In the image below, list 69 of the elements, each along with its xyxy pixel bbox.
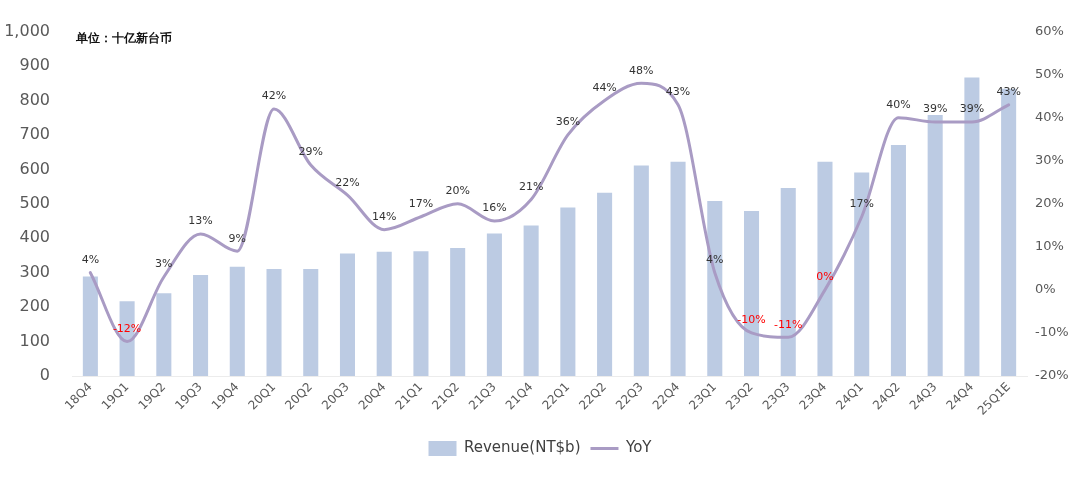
legend-label: Revenue(NT$b) [464,438,581,457]
data-label: -11% [774,317,803,331]
y-tick-label: 0 [39,365,50,385]
data-label: -12% [112,321,142,335]
data-label: 3% [155,257,173,271]
data-label: 17% [849,197,874,211]
data-label: 36% [555,115,581,129]
data-label: 48% [629,63,654,77]
y-tick-label: 700 [19,124,50,144]
y-tick-label: 100 [19,330,50,350]
bar [376,251,392,376]
data-label: 39% [959,102,985,116]
data-label: 9% [228,231,247,245]
data-label: 13% [188,214,213,228]
y-tick-label: 900 [19,55,50,75]
data-label: 29% [298,145,323,159]
bar [303,268,319,376]
data-label: 0% [816,270,834,284]
bar [890,144,906,376]
bar [707,201,723,376]
y2-tick-label: 40% [1035,109,1064,125]
bar [523,225,539,376]
bar [927,114,943,376]
y2-tick-label: -20% [1035,367,1069,383]
data-label: 43% [665,85,691,99]
data-label: 43% [996,85,1021,99]
data-label: 4% [81,253,100,267]
y2-tick-label: 0% [1035,281,1056,297]
y-tick-label: 300 [19,261,50,281]
bar [156,293,172,376]
bar [486,233,502,376]
y2-tick-label: 50% [1035,66,1064,82]
bar [817,161,833,376]
bar [413,251,429,376]
y2-tick-label: 30% [1035,152,1064,168]
annotation: 单位：十亿新台币 [75,30,172,45]
bar [193,275,209,376]
y-tick-label: 400 [19,227,50,247]
data-label: 17% [408,197,434,211]
bar [670,161,686,376]
data-label: 14% [371,209,397,223]
data-label: 4% [706,253,724,267]
bar [450,247,466,376]
y2-tick-label: 10% [1035,238,1064,254]
y2-tick-label: 20% [1035,195,1064,211]
data-label: 42% [261,89,287,103]
bar [266,268,282,376]
y2-tick-label: -10% [1035,324,1069,340]
bar [597,192,613,376]
bar [560,207,576,376]
data-label: 40% [886,98,911,112]
data-label: 16% [482,201,507,215]
legend-label: YoY [624,438,653,457]
data-label: 21% [518,179,544,193]
y2-tick-label: 60% [1035,22,1064,38]
bar [82,276,98,376]
bar [229,266,245,376]
y-tick-label: 800 [19,89,50,109]
bar [633,165,649,376]
data-label: 22% [335,175,360,189]
y-tick-label: 200 [19,296,50,316]
data-label: 39% [922,102,948,116]
data-label: 44% [592,80,617,94]
data-label: 20% [445,184,470,198]
y-tick-label: 600 [19,158,50,178]
y-tick-label: 500 [19,192,50,212]
bar [339,253,356,376]
data-label: -10% [737,313,766,327]
y-tick-label: 1,000 [4,20,50,40]
